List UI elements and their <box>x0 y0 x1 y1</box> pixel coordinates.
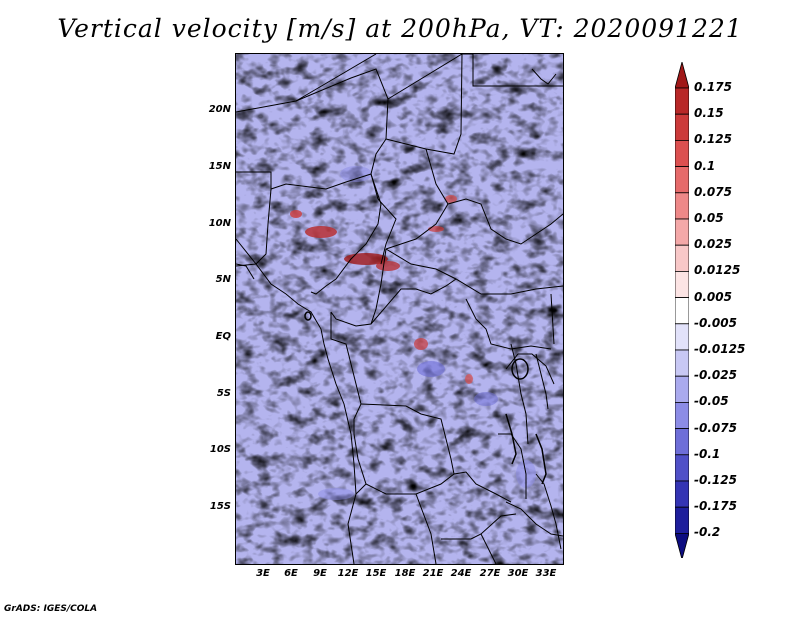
strong-updraft-cores <box>290 195 473 384</box>
lon-label: 15E <box>365 568 387 579</box>
lon-label: 30E <box>507 568 529 579</box>
colorbar-overflow-triangle <box>675 62 689 89</box>
lon-label: 18E <box>394 568 416 579</box>
colorbar-segment <box>675 401 689 429</box>
colorbar-segment <box>675 349 689 377</box>
colorbar-label: 0.15 <box>694 106 724 121</box>
lat-label: 15S <box>209 501 231 512</box>
colorbar-segment <box>675 244 689 272</box>
lat-label: 15N <box>208 161 231 172</box>
colorbar-segment <box>675 297 689 325</box>
colorbar-segment <box>675 375 689 403</box>
colorbar-label: 0.175 <box>694 80 732 94</box>
colorbar-segment <box>675 428 689 456</box>
colorbar-segment <box>675 480 689 508</box>
colorbar-label: -0.175 <box>694 499 737 514</box>
colorbar-label: -0.125 <box>694 473 737 487</box>
lon-label: 27E <box>479 568 501 579</box>
colorbar-segment <box>675 113 689 141</box>
colorbar <box>675 62 689 558</box>
grads-credit: GrADS: IGES/COLA <box>4 604 98 614</box>
lat-label: 5N <box>215 274 231 285</box>
lon-label: 33E <box>535 568 557 579</box>
lat-label: 10S <box>209 444 231 455</box>
lon-label: 24E <box>450 568 472 579</box>
colorbar-label: 0.025 <box>694 237 732 252</box>
colorbar-label: 0.125 <box>694 132 732 147</box>
colorbar-segment <box>675 323 689 351</box>
colorbar-label: -0.025 <box>694 368 737 383</box>
lon-label: 12E <box>337 568 359 579</box>
country-borders <box>236 54 563 564</box>
colorbar-segment <box>675 270 689 298</box>
lon-label: 21E <box>422 568 444 579</box>
lat-label: 5S <box>216 388 231 399</box>
colorbar-label: 0.05 <box>694 211 724 225</box>
colorbar-label: 0.1 <box>694 158 716 173</box>
lon-label: 3E <box>256 568 270 579</box>
lon-label: 9E <box>313 568 327 579</box>
lon-label: 6E <box>284 568 298 579</box>
velocity-field <box>236 54 563 564</box>
colorbar-segment <box>675 218 689 246</box>
colorbar-label: -0.2 <box>694 525 721 540</box>
colorbar-label: -0.0125 <box>694 342 746 356</box>
colorbar-segment <box>675 87 689 115</box>
colorbar-underflow-triangle <box>675 532 689 558</box>
colorbar-label: -0.05 <box>694 394 729 409</box>
colorbar-label: -0.075 <box>694 420 737 435</box>
colorbar-label: 0.075 <box>694 184 732 199</box>
map-plot-area <box>235 53 564 565</box>
colorbar-segment <box>675 192 689 220</box>
chart-title: Vertical velocity [m/s] at 200hPa, VT: 2… <box>57 14 743 43</box>
colorbar-segment <box>675 454 689 482</box>
lat-label: 10N <box>208 218 231 229</box>
lat-label: 20N <box>208 104 231 115</box>
field-neutral <box>236 54 563 564</box>
colorbar-segment <box>675 140 689 168</box>
lat-label: EQ <box>215 331 231 342</box>
colorbar-label: -0.1 <box>694 446 721 461</box>
colorbar-label: -0.005 <box>694 315 737 330</box>
colorbar-segment <box>675 506 689 534</box>
colorbar-segment <box>675 166 689 194</box>
lakes <box>304 311 547 485</box>
colorbar-label: 0.0125 <box>694 263 741 278</box>
colorbar-label: 0.005 <box>694 289 732 304</box>
